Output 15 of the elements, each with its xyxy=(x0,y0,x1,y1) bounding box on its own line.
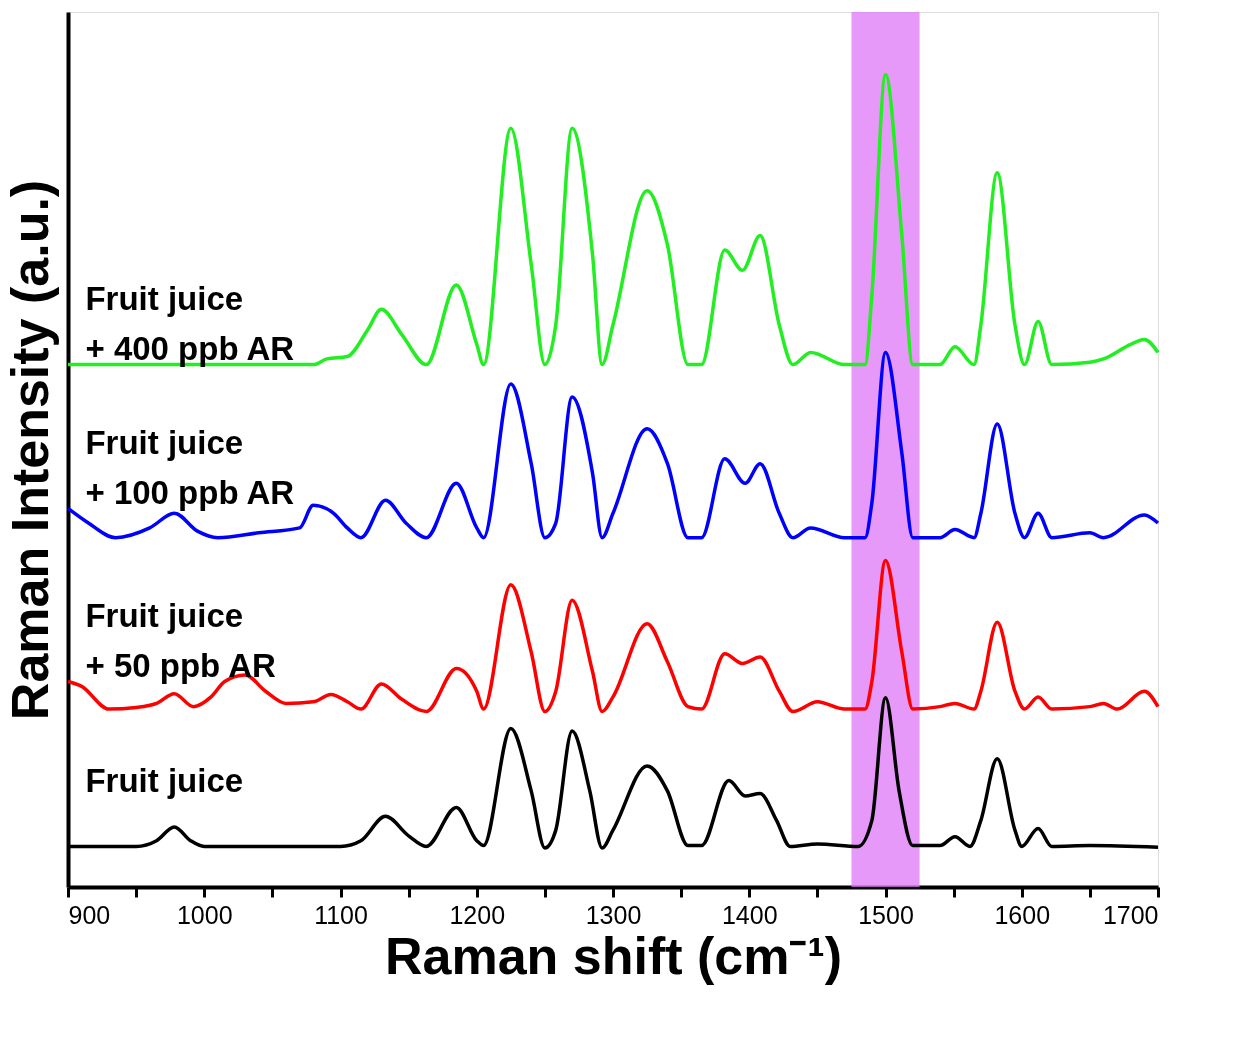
series-label: Fruit juice xyxy=(85,762,244,800)
series-label: Fruit juice + 100 ppb AR xyxy=(85,424,295,512)
series-label: Fruit juice + 50 ppb AR xyxy=(85,597,276,685)
series-label: Fruit juice + 400 ppb AR xyxy=(85,280,295,368)
x-tick-label: 1000 xyxy=(176,900,233,929)
x-tick-label: 1100 xyxy=(314,900,368,929)
x-tick-label: 1200 xyxy=(449,900,506,929)
x-tick-label: 1700 xyxy=(1102,900,1159,929)
x-axis-title: Raman shift (cm⁻¹) xyxy=(384,926,843,985)
x-tick-label: 1400 xyxy=(721,900,778,929)
x-tick-label: 1500 xyxy=(858,900,914,929)
y-axis-title: Raman Intensity (a.u.) xyxy=(0,179,59,721)
x-tick-label: 1600 xyxy=(994,900,1051,929)
x-tick-label: 900 xyxy=(68,900,111,929)
x-tick-label: 1300 xyxy=(585,900,642,929)
